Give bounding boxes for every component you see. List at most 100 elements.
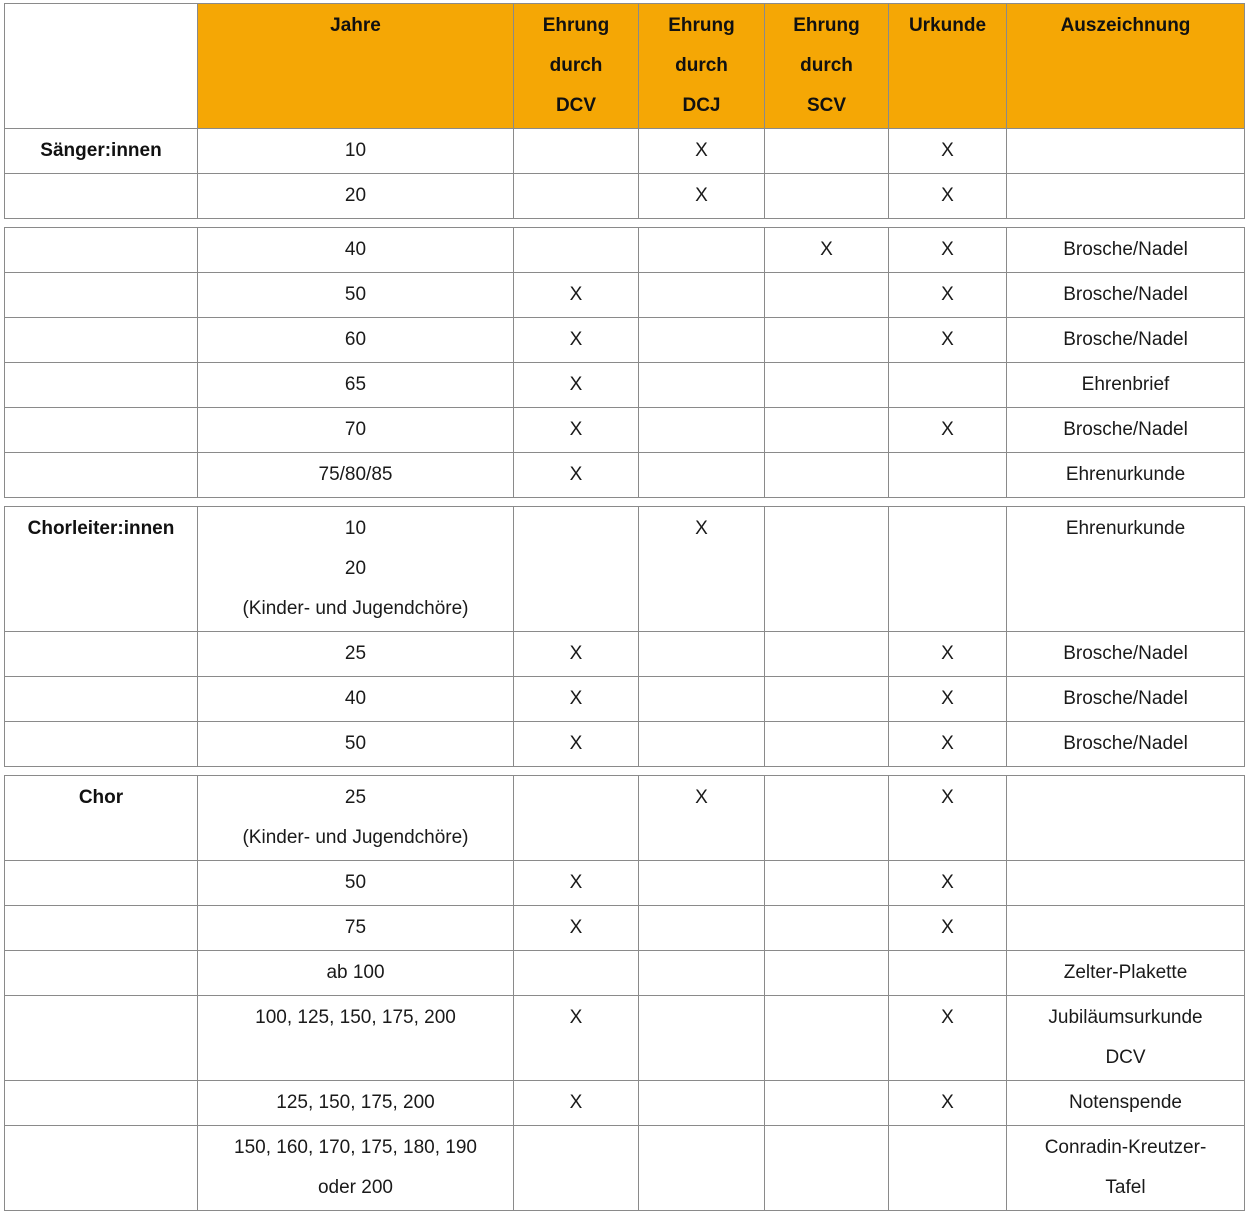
cell-category bbox=[4, 950, 198, 996]
cell-ehrung-dcj bbox=[638, 452, 765, 498]
cell-category bbox=[4, 362, 198, 408]
cell-ehrung-dcv: X bbox=[513, 860, 639, 906]
table-row: 25 X X Brosche/Nadel bbox=[4, 631, 1245, 677]
cell-urkunde: X bbox=[888, 272, 1007, 318]
cell-auszeichnung bbox=[1006, 128, 1245, 174]
cell-jahre: 50 bbox=[197, 721, 514, 767]
table-body: Sänger:innen 10 X X 20 X X 40 X X Brosche/Nadel 50 X… bbox=[4, 128, 1245, 1211]
cell-ehrung-dcj bbox=[638, 721, 765, 767]
cell-ehrung-dcj bbox=[638, 407, 765, 453]
cell-ehrung-dcj: X bbox=[638, 506, 765, 632]
cell-category bbox=[4, 272, 198, 318]
cell-ehrung-dcj bbox=[638, 995, 765, 1081]
cell-urkunde: X bbox=[888, 905, 1007, 951]
cell-ehrung-dcj bbox=[638, 905, 765, 951]
cell-ehrung-scv bbox=[764, 272, 889, 318]
cell-jahre: 25 bbox=[197, 631, 514, 677]
cell-jahre: 100, 125, 150, 175, 200 bbox=[197, 995, 514, 1081]
cell-urkunde bbox=[888, 1125, 1007, 1211]
cell-ehrung-dcj bbox=[638, 362, 765, 408]
cell-category bbox=[4, 452, 198, 498]
ehrungen-table-page: Jahre Ehrung durch DCV Ehrung durch DCJ Ehrung d… bbox=[4, 3, 1245, 1211]
cell-category bbox=[4, 995, 198, 1081]
cell-category bbox=[4, 631, 198, 677]
cell-ehrung-dcv: X bbox=[513, 407, 639, 453]
table-row: 50 X X Brosche/Nadel bbox=[4, 272, 1245, 318]
cell-ehrung-dcv: X bbox=[513, 1080, 639, 1126]
cell-urkunde: X bbox=[888, 860, 1007, 906]
cell-auszeichnung: Brosche/Nadel bbox=[1006, 721, 1245, 767]
cell-ehrung-dcv bbox=[513, 128, 639, 174]
cell-urkunde: X bbox=[888, 775, 1007, 861]
table-row: 40 X X Brosche/Nadel bbox=[4, 227, 1245, 273]
section-separator-gap bbox=[4, 497, 1245, 507]
table-row: ab 100 Zelter-Plakette bbox=[4, 950, 1245, 996]
cell-category: Sänger:innen bbox=[4, 128, 198, 174]
cell-jahre: 75 bbox=[197, 905, 514, 951]
cell-ehrung-scv: X bbox=[764, 227, 889, 273]
cell-ehrung-dcv: X bbox=[513, 317, 639, 363]
cell-ehrung-dcv: X bbox=[513, 905, 639, 951]
table-row: 65 X Ehrenbrief bbox=[4, 362, 1245, 408]
cell-category: Chorleiter:innen bbox=[4, 506, 198, 632]
cell-urkunde: X bbox=[888, 317, 1007, 363]
cell-ehrung-scv bbox=[764, 173, 889, 219]
cell-auszeichnung: Brosche/Nadel bbox=[1006, 317, 1245, 363]
cell-ehrung-dcv bbox=[513, 173, 639, 219]
section-separator-gap bbox=[4, 766, 1245, 776]
section-separator-gap bbox=[4, 218, 1245, 228]
table-row: 75/80/85 X Ehrenurkunde bbox=[4, 452, 1245, 498]
cell-auszeichnung: Brosche/Nadel bbox=[1006, 676, 1245, 722]
cell-auszeichnung: Brosche/Nadel bbox=[1006, 407, 1245, 453]
cell-ehrung-dcj bbox=[638, 317, 765, 363]
cell-ehrung-dcv bbox=[513, 1125, 639, 1211]
cell-ehrung-dcv bbox=[513, 506, 639, 632]
cell-urkunde: X bbox=[888, 173, 1007, 219]
header-ehrung-dcj: Ehrung durch DCJ bbox=[638, 3, 765, 129]
cell-ehrung-dcv: X bbox=[513, 995, 639, 1081]
cell-auszeichnung: Brosche/Nadel bbox=[1006, 227, 1245, 273]
table-row: 50 X X bbox=[4, 860, 1245, 906]
section-separator bbox=[4, 497, 1245, 507]
cell-jahre: 70 bbox=[197, 407, 514, 453]
cell-jahre: 40 bbox=[197, 227, 514, 273]
header-auszeichnung: Auszeichnung bbox=[1006, 3, 1245, 129]
cell-auszeichnung: Ehrenurkunde bbox=[1006, 452, 1245, 498]
cell-auszeichnung bbox=[1006, 173, 1245, 219]
cell-category bbox=[4, 721, 198, 767]
table-row: 60 X X Brosche/Nadel bbox=[4, 317, 1245, 363]
cell-ehrung-scv bbox=[764, 128, 889, 174]
cell-category bbox=[4, 1125, 198, 1211]
cell-ehrung-dcj: X bbox=[638, 128, 765, 174]
cell-ehrung-scv bbox=[764, 905, 889, 951]
cell-jahre: 10 20 (Kinder- und Jugendchöre) bbox=[197, 506, 514, 632]
cell-category bbox=[4, 676, 198, 722]
cell-ehrung-dcv bbox=[513, 227, 639, 273]
cell-ehrung-dcj bbox=[638, 227, 765, 273]
table-row: 50 X X Brosche/Nadel bbox=[4, 721, 1245, 767]
header-ehrung-scv: Ehrung durch SCV bbox=[764, 3, 889, 129]
cell-ehrung-scv bbox=[764, 1125, 889, 1211]
cell-ehrung-scv bbox=[764, 995, 889, 1081]
cell-jahre: 25 (Kinder- und Jugendchöre) bbox=[197, 775, 514, 861]
cell-ehrung-scv bbox=[764, 362, 889, 408]
cell-ehrung-dcj bbox=[638, 860, 765, 906]
table-row: 125, 150, 175, 200 X X Notenspende bbox=[4, 1080, 1245, 1126]
table-row: Chor 25 (Kinder- und Jugendchöre) X X bbox=[4, 775, 1245, 861]
cell-ehrung-dcv bbox=[513, 775, 639, 861]
cell-category bbox=[4, 317, 198, 363]
header-row: Jahre Ehrung durch DCV Ehrung durch DCJ Ehrung d… bbox=[4, 3, 1245, 129]
cell-jahre: 10 bbox=[197, 128, 514, 174]
ehrungen-table: Jahre Ehrung durch DCV Ehrung durch DCJ Ehrung d… bbox=[4, 3, 1245, 1211]
header-jahre: Jahre bbox=[197, 3, 514, 129]
cell-urkunde: X bbox=[888, 721, 1007, 767]
cell-urkunde bbox=[888, 452, 1007, 498]
cell-jahre: 20 bbox=[197, 173, 514, 219]
cell-urkunde bbox=[888, 950, 1007, 996]
cell-auszeichnung bbox=[1006, 860, 1245, 906]
cell-jahre: ab 100 bbox=[197, 950, 514, 996]
cell-auszeichnung: Zelter-Plakette bbox=[1006, 950, 1245, 996]
cell-auszeichnung: Notenspende bbox=[1006, 1080, 1245, 1126]
cell-auszeichnung: Jubiläumsurkunde DCV bbox=[1006, 995, 1245, 1081]
cell-auszeichnung: Ehrenbrief bbox=[1006, 362, 1245, 408]
